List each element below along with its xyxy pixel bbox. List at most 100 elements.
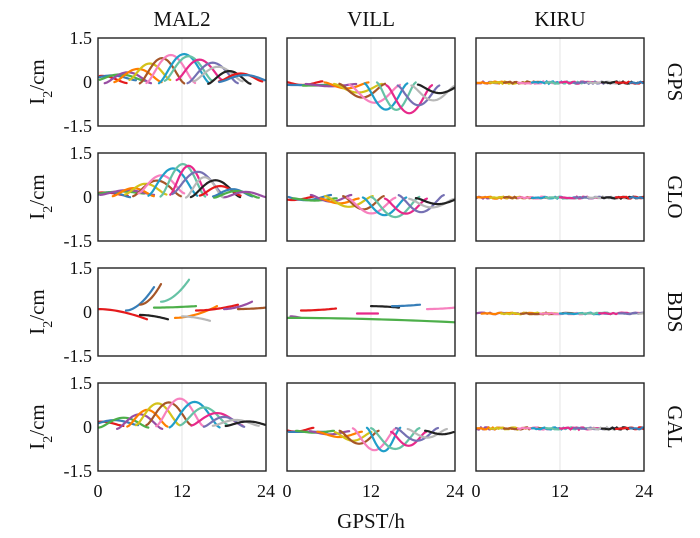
satellite-arc-11 [175, 58, 224, 82]
panel-gps-mal2 [97, 37, 267, 127]
panel-frame [286, 267, 456, 357]
satellite-arc-5 [390, 303, 422, 308]
series-group [287, 193, 455, 219]
series-group [287, 426, 455, 453]
xtick-label: 24 [446, 481, 464, 501]
satellite-arc-13 [406, 427, 448, 439]
ytick-label: -1.5 [64, 461, 93, 481]
satellite-arc-6 [324, 195, 374, 208]
satellite-arc-1 [98, 308, 149, 321]
panel-gal-kiru [475, 382, 645, 472]
satellite-arc-4 [159, 278, 191, 303]
satellite-arc-14 [414, 197, 455, 206]
satellite-arc-13 [628, 195, 644, 200]
satellite-arc-10 [370, 195, 421, 219]
xtick-label: 0 [283, 481, 292, 501]
row-label-bds: BDS [663, 292, 687, 333]
satellite-arc-13 [628, 80, 644, 85]
panel-gal-vill [286, 382, 456, 472]
satellite-arc-2 [287, 316, 455, 324]
panel-frame [475, 152, 645, 242]
panel-glo-kiru [475, 152, 645, 242]
satellite-arc-13 [184, 176, 225, 199]
ytick-label: -1.5 [64, 346, 93, 366]
series-group [98, 52, 266, 85]
satellite-arc-7 [194, 303, 240, 312]
panel-glo-vill [286, 152, 456, 242]
panel-bds-vill [286, 267, 456, 357]
satellite-arc-17 [213, 189, 260, 199]
panel-gps-vill [286, 37, 456, 127]
panel-frame [97, 37, 267, 127]
series-group [476, 79, 644, 86]
y-axis-label: I2/cm [25, 59, 56, 105]
satellite-arc-10 [370, 427, 421, 451]
row-label-gps: GPS [663, 63, 687, 102]
satellite-arc-18 [223, 190, 266, 199]
ytick-label: 1.5 [70, 28, 93, 48]
panel-frame [97, 382, 267, 472]
satellite-arc-11 [180, 315, 212, 322]
satellite-arc-3 [98, 73, 146, 82]
ytick-label: 0 [83, 417, 92, 437]
satellite-arc-11 [390, 430, 428, 447]
series-group [476, 425, 644, 432]
satellite-arc-4 [304, 82, 358, 88]
satellite-arc-10 [375, 81, 417, 112]
satellite-arc-12 [186, 61, 239, 85]
xtick-label: 12 [362, 481, 380, 501]
panel-frame [97, 152, 267, 242]
column-title-kiru: KIRU [534, 7, 585, 31]
satellite-arc-5 [113, 67, 163, 84]
satellite-arc-12 [397, 194, 445, 214]
satellite-arc-9 [168, 400, 221, 429]
series-group [476, 195, 644, 201]
satellite-arc-8 [145, 53, 197, 85]
satellite-arc-14 [416, 83, 455, 95]
series-group [476, 311, 644, 316]
series-group [287, 80, 455, 115]
ytick-label: -1.5 [64, 231, 93, 251]
satellite-arc-14 [424, 429, 455, 436]
row-label-gal: GAL [663, 405, 687, 448]
column-title-vill: VILL [347, 7, 395, 31]
xtick-label: 12 [173, 481, 191, 501]
satellite-arc-6 [134, 402, 181, 427]
panel-gps-kiru [475, 37, 645, 127]
satellite-arc-3 [291, 197, 338, 202]
xtick-label: 0 [472, 481, 481, 501]
panel-bds-mal2 [97, 267, 267, 357]
series-group [98, 397, 266, 430]
ytick-label: -1.5 [64, 116, 93, 136]
panel-frame [475, 382, 645, 472]
satellite-arc-14 [224, 420, 266, 428]
satellite-arc-10 [138, 313, 170, 321]
satellite-arc-9 [365, 426, 402, 453]
xtick-label: 24 [635, 481, 653, 501]
satellite-arc-6 [128, 62, 172, 81]
column-title-mal2: MAL2 [153, 7, 210, 31]
satellite-arc-8 [155, 397, 205, 428]
ytick-label: 1.5 [70, 143, 93, 163]
satellite-arc-6 [425, 306, 455, 311]
y-axis-label: I2/cm [25, 174, 56, 220]
satellite-arc-7 [138, 56, 186, 85]
ytick-label: 0 [83, 72, 92, 92]
satellite-arc-8 [351, 427, 397, 452]
satellite-arc-14 [207, 69, 252, 85]
y-axis-label: I2/cm [25, 404, 56, 450]
satellite-arc-12 [396, 84, 441, 107]
satellite-arc-6 [123, 182, 168, 196]
satellite-arc-3 [299, 307, 338, 312]
series-group [98, 278, 266, 322]
satellite-arc-10 [163, 55, 214, 82]
xtick-label: 24 [257, 481, 275, 501]
satellite-arc-15 [217, 72, 264, 83]
x-axis-label: GPST/h [337, 509, 405, 533]
satellite-arc-13 [211, 418, 260, 427]
satellite-arc-7 [145, 401, 193, 427]
ytick-label: 1.5 [70, 258, 93, 278]
satellite-arc-9 [361, 196, 408, 217]
satellite-arc-10 [637, 312, 644, 315]
xtick-label: 0 [94, 481, 103, 501]
